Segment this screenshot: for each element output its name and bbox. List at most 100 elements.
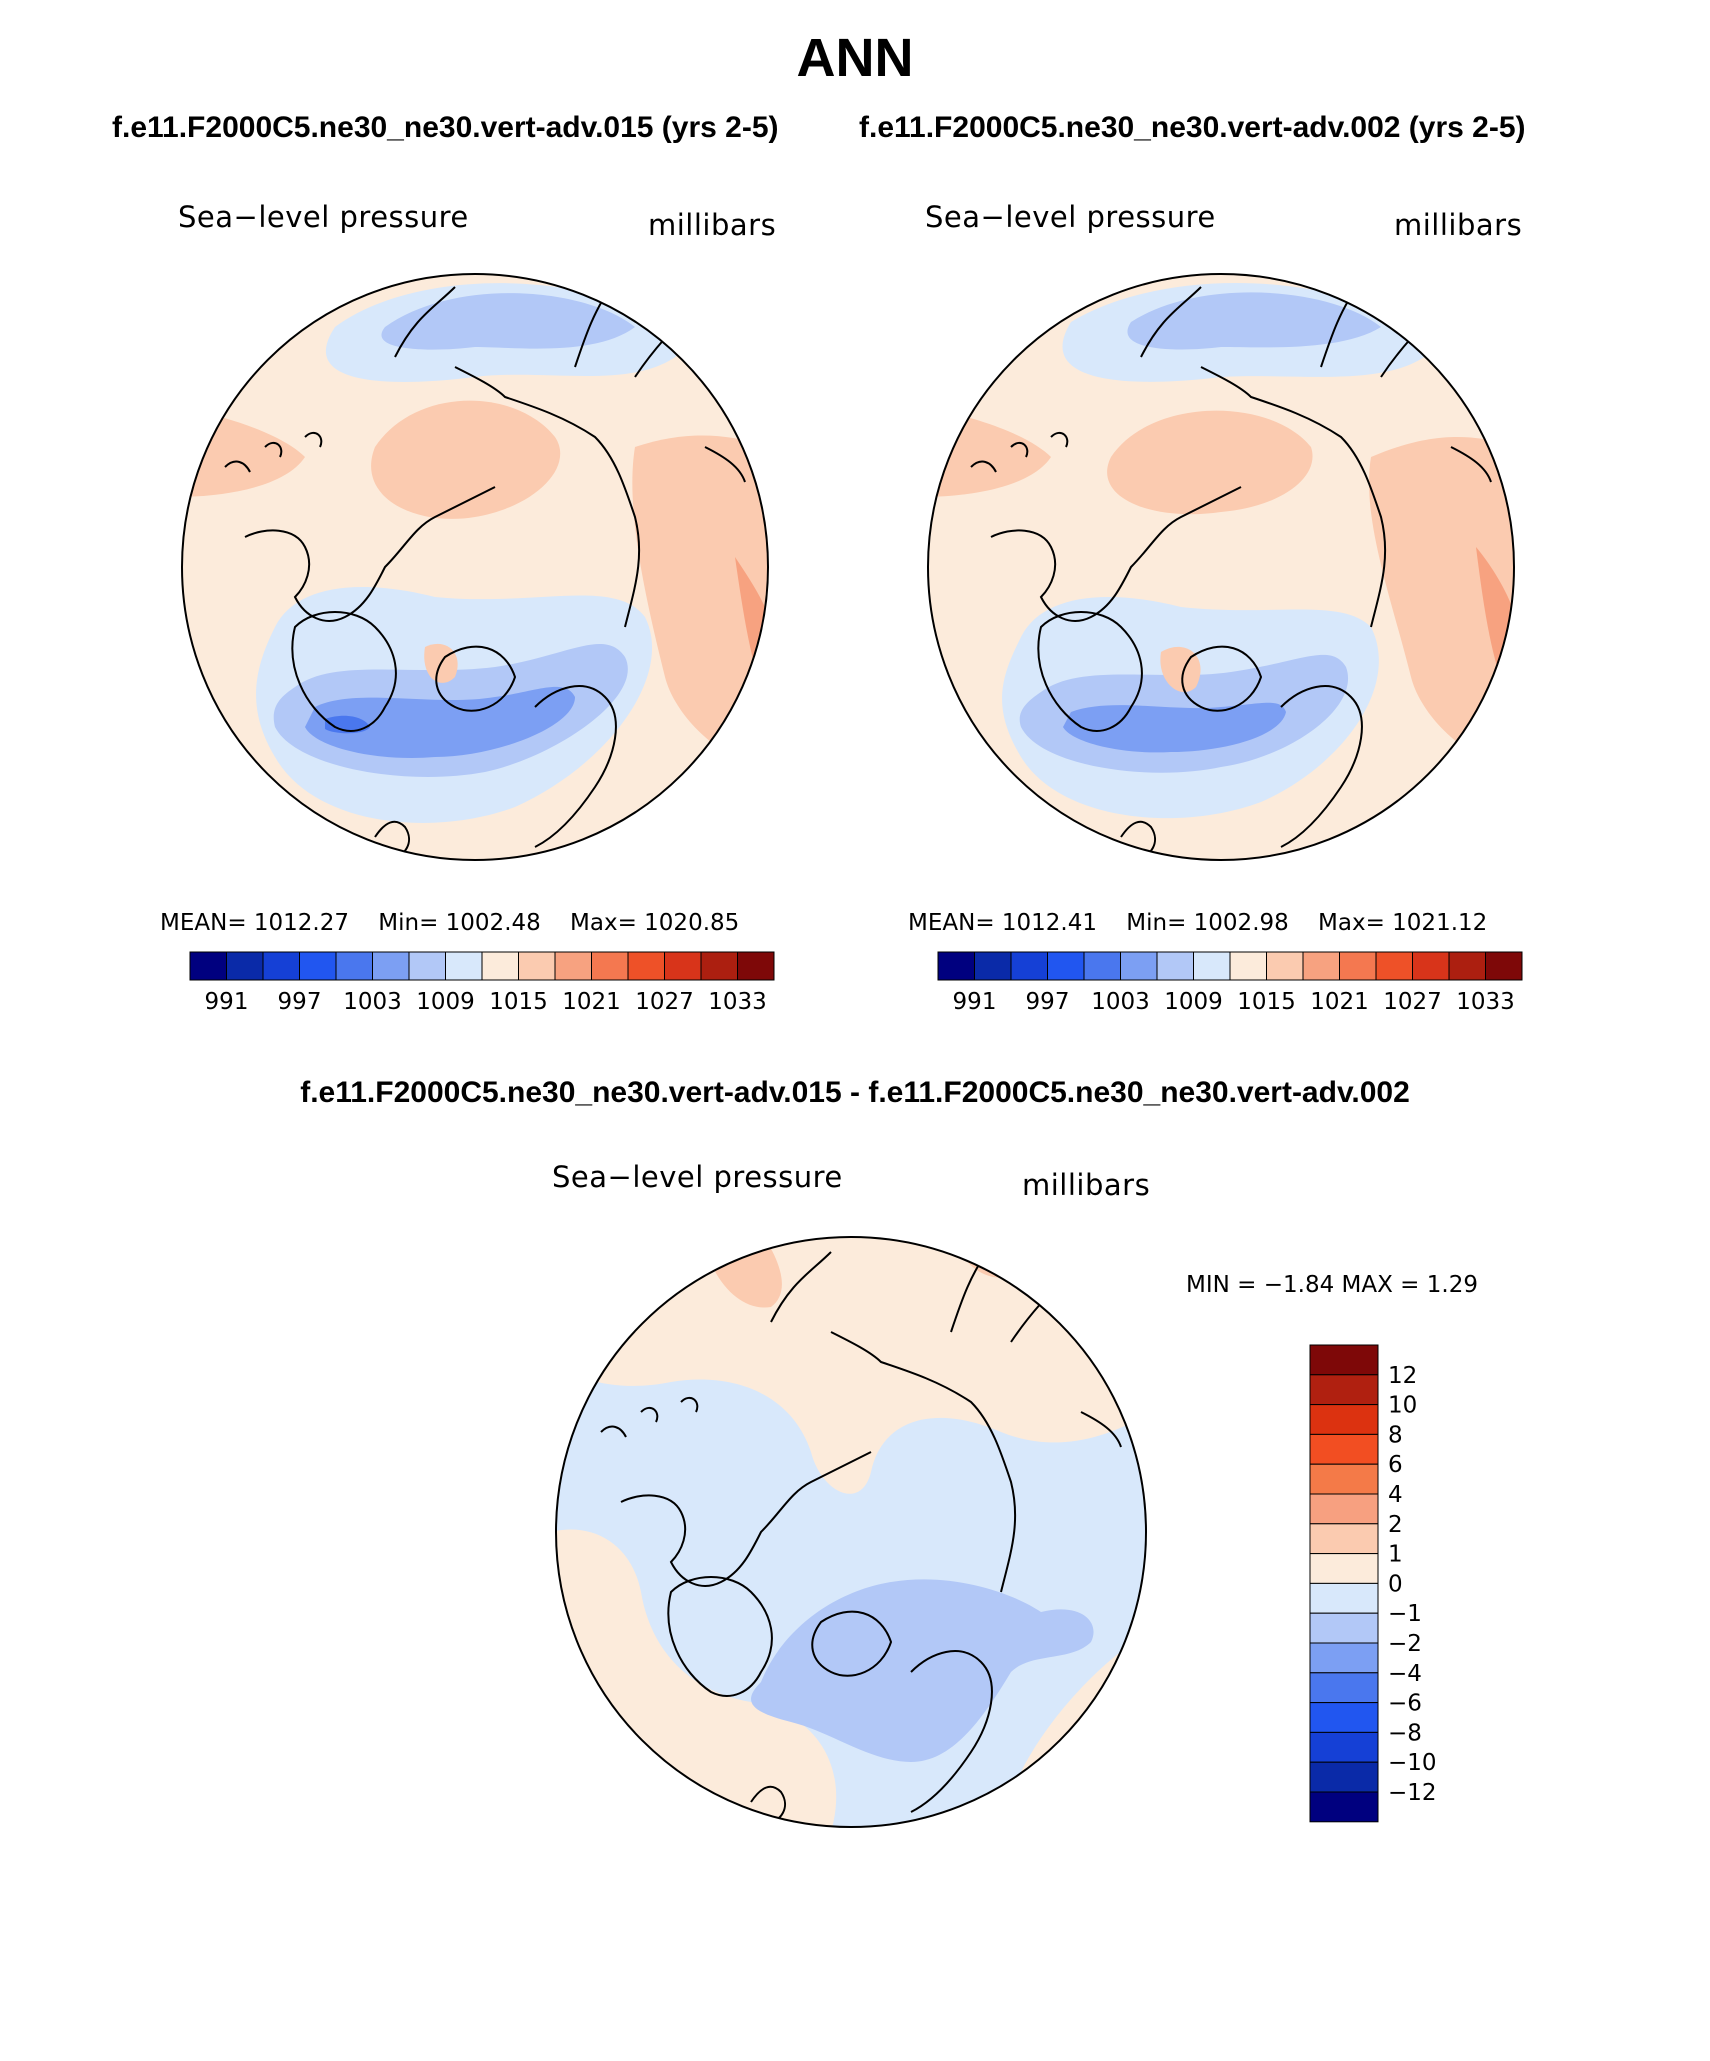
panel-2-colorbar-tick-label: 1015 [1237, 989, 1296, 1015]
diff-colorbar-box [1309, 1374, 1379, 1406]
diff-colorbar-box [1309, 1404, 1379, 1435]
panel-2-stats: MEAN= 1012.41 Min= 1002.98 Max= 1021.12 [908, 910, 1487, 936]
contour-region [381, 293, 635, 350]
panel-1-max: Max= 1020.85 [570, 910, 740, 936]
panel-1-colorbar-box [737, 951, 775, 981]
diff-colorbar-tick-label: 10 [1388, 1393, 1417, 1419]
panel-1-colorbar: 991 997 1003 1009 1015 1021 1027 1033 [189, 951, 775, 1015]
diff-colorbar-box [1309, 1672, 1379, 1704]
panel-2-colorbar-box [1120, 951, 1158, 981]
panel-1-min: Min= 1002.48 [378, 910, 541, 936]
coastlines [970, 281, 1492, 860]
diff-colorbar-tick-label: 6 [1388, 1452, 1403, 1478]
diff-colorbar-box [1309, 1791, 1379, 1823]
diff-colorbar-tick-label: −1 [1388, 1601, 1422, 1627]
panel-2-min: Min= 1002.98 [1126, 910, 1289, 936]
diff-colorbar-box [1309, 1702, 1379, 1733]
diff-colorbar-tick-label: 12 [1388, 1363, 1417, 1389]
panel-2-colorbar-tick-label: 1027 [1383, 989, 1442, 1015]
diff-colorbar-tick-label: 2 [1388, 1512, 1403, 1538]
diff-minmax: MIN = −1.84 MAX = 1.29 [1186, 1272, 1478, 1298]
diff-colorbar-tick-label: −10 [1388, 1750, 1437, 1776]
diff-colorbar-tick-label: 8 [1388, 1422, 1403, 1448]
diff-colorbar-box [1309, 1344, 1379, 1376]
map-border [927, 273, 1515, 861]
panel-1-colorbar-box [554, 951, 592, 981]
panel-1-colorbar-box [226, 951, 264, 981]
contour-region [371, 400, 561, 519]
panel-2-colorbar-box [1485, 951, 1523, 981]
diff-colorbar-box [1309, 1433, 1379, 1465]
panel-2-colorbar-tick-label: 1021 [1310, 989, 1369, 1015]
diff-colorbar-tick-label: 4 [1388, 1482, 1403, 1508]
panel-1-stats: MEAN= 1012.27 Min= 1002.48 Max= 1020.85 [160, 910, 739, 936]
panel-2-colorbar-box [1083, 951, 1121, 981]
panel-1-colorbar-tick-label: 1015 [489, 989, 548, 1015]
diff-colorbar-tick-label: 1 [1388, 1542, 1403, 1568]
panel-2-colorbar-box [937, 951, 975, 981]
panel-1-field-label: Sea−level pressure [178, 200, 469, 234]
diff-colorbar-tick-label: −8 [1388, 1720, 1422, 1746]
contour-region [305, 686, 575, 758]
diff-colorbar-box [1309, 1493, 1379, 1525]
panel-2-colorbar-tick-label: 1003 [1091, 989, 1150, 1015]
panel-1-colorbar-box [481, 951, 519, 981]
panel-2-polar-map [927, 273, 1515, 861]
panel-2-colorbar-tick-label: 1009 [1164, 989, 1223, 1015]
panel-2-colorbar-box [1412, 951, 1450, 981]
panel-2-colorbar-tick-label: 991 [953, 989, 997, 1015]
panel-1-colorbar-box [299, 951, 337, 981]
diff-colorbar-box [1309, 1523, 1379, 1555]
panel-2-mean: MEAN= 1012.41 [908, 910, 1098, 936]
panel-1-colorbar-box [627, 951, 665, 981]
panel-1-colorbar-tick-label: 1009 [416, 989, 475, 1015]
panel-1-colorbar-box [664, 951, 702, 981]
panel-1-colorbar-tick-label: 1033 [708, 989, 767, 1015]
panel-2-colorbar-box [1229, 951, 1267, 981]
panel-2-max: Max= 1021.12 [1318, 910, 1488, 936]
panel-2-colorbar-box [1375, 951, 1413, 981]
panel-2-colorbar-box [1339, 951, 1377, 981]
diff-units-label: millibars [1022, 1168, 1151, 1202]
contour-region [556, 1237, 1146, 1494]
panel-1-colorbar-box [372, 951, 410, 981]
panel-1-case-title: f.e11.F2000C5.ne30_ne30.vert-adv.015 (yr… [112, 111, 779, 144]
panel-2-colorbar-box [1266, 951, 1304, 981]
panel-1-mean: MEAN= 1012.27 [160, 910, 350, 936]
panel-1-colorbar-box [700, 951, 738, 981]
panel-1-polar-map [181, 273, 769, 861]
panel-2-colorbar-tick-label: 1033 [1456, 989, 1515, 1015]
panel-2-colorbar-box [1448, 951, 1486, 981]
diff-field-label: Sea−level pressure [552, 1160, 843, 1194]
panel-1-colorbar-box [445, 951, 483, 981]
coastlines [224, 281, 746, 860]
diff-colorbar-tick-label: −2 [1388, 1631, 1422, 1657]
panel-2-colorbar-box [1193, 951, 1231, 981]
panel-1-units-label: millibars [648, 208, 777, 242]
panel-2-colorbar: 991 997 1003 1009 1015 1021 1027 1033 [937, 951, 1523, 1015]
panel-2-colorbar-box [1047, 951, 1085, 981]
diff-colorbar-box [1309, 1761, 1379, 1793]
panel-1-colorbar-tick-label: 991 [205, 989, 249, 1015]
panel-1-colorbar-box [262, 951, 300, 981]
diff-colorbar-tick-label: −4 [1388, 1661, 1422, 1687]
map-border [181, 273, 769, 861]
panel-1-colorbar-box [335, 951, 373, 981]
diff-colorbar-box [1309, 1553, 1379, 1584]
figure-title: ANN [796, 28, 914, 88]
diff-case-title: f.e11.F2000C5.ne30_ne30.vert-adv.015 - f… [300, 1076, 1410, 1109]
contour-region [1107, 410, 1313, 515]
diff-colorbar-tick-label: −6 [1388, 1691, 1422, 1717]
panel-1-colorbar-tick-label: 1003 [343, 989, 402, 1015]
coastlines [600, 1246, 1122, 1825]
panel-2-colorbar-tick-label: 997 [1026, 989, 1070, 1015]
diff-polar-map [555, 1236, 1147, 1828]
panel-1-colorbar-box [518, 951, 556, 981]
panel-2-field-label: Sea−level pressure [925, 200, 1216, 234]
contour-region [632, 435, 768, 767]
contour-region [325, 715, 370, 734]
contour-region [751, 1579, 1094, 1762]
panel-1-colorbar-tick-label: 1021 [562, 989, 621, 1015]
panel-2-colorbar-box [1156, 951, 1194, 981]
